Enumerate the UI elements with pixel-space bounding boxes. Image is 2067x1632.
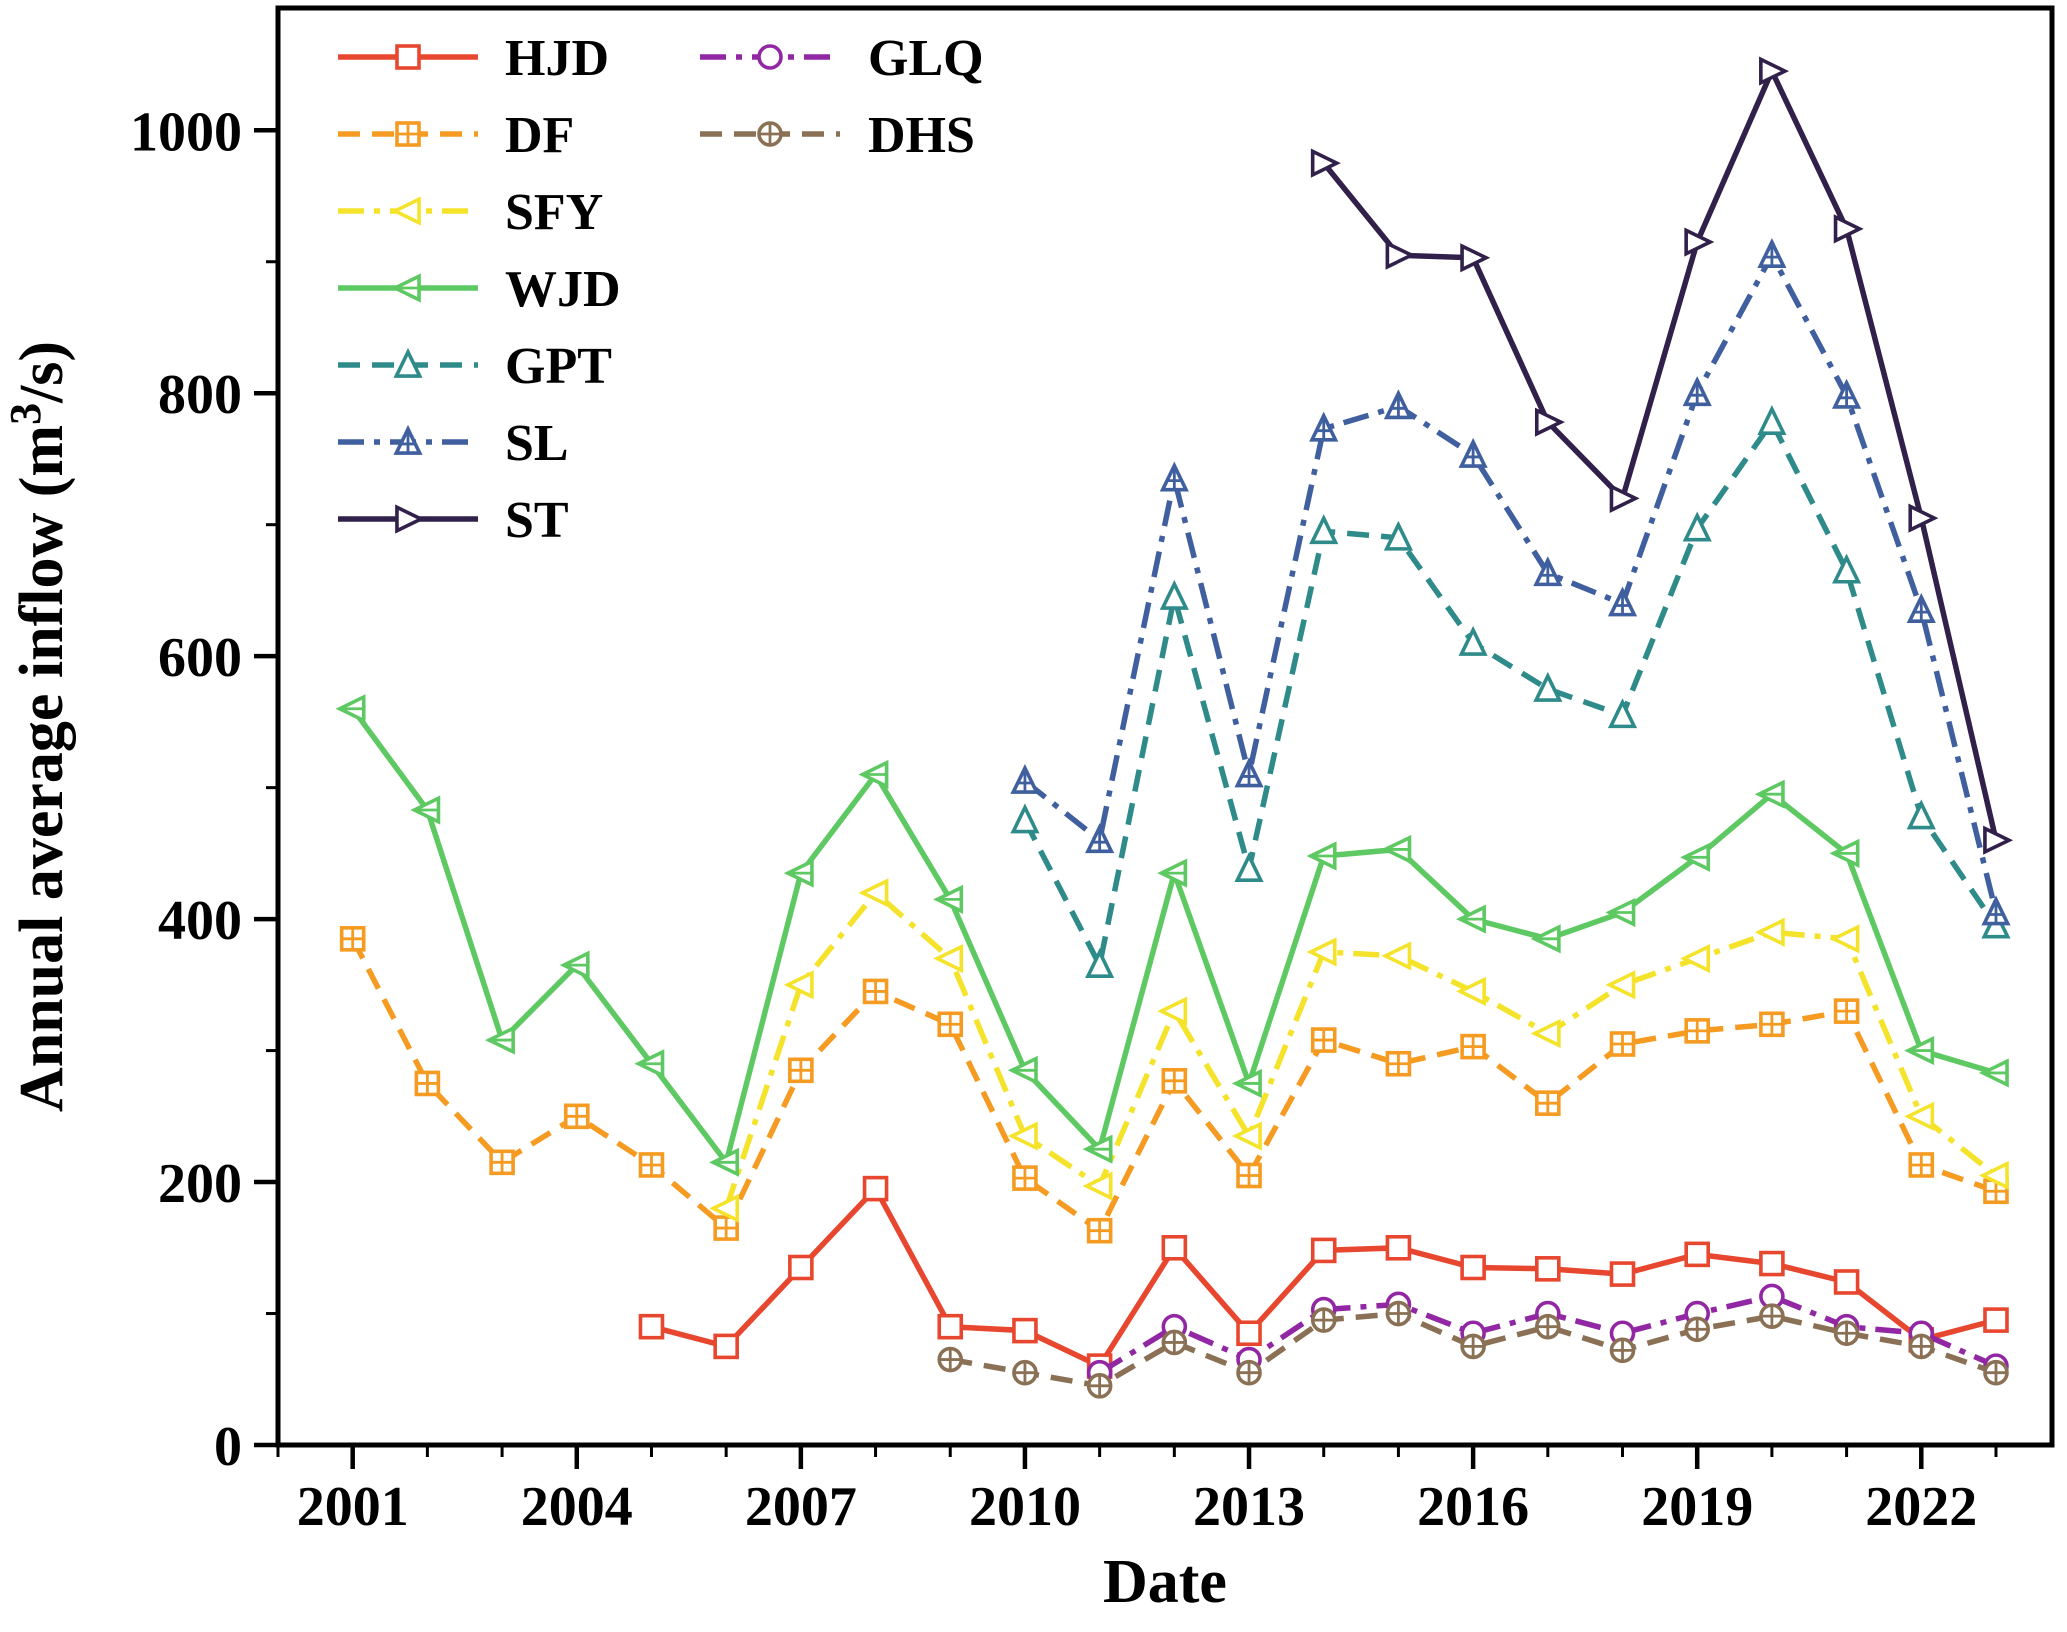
- y-tick-label: 800: [158, 364, 242, 426]
- legend-item-gpt: GPT: [338, 338, 612, 395]
- legend-item-df: DF: [338, 107, 574, 164]
- legend-item-wjd: WJD: [338, 261, 621, 318]
- series-line: [1321, 68, 1999, 841]
- series-line: [949, 1310, 1997, 1389]
- series-line: [1023, 252, 1999, 914]
- series-df: [339, 926, 2009, 1244]
- series-dhs: [937, 1300, 2009, 1399]
- legend-label: GLQ: [868, 30, 984, 87]
- legend-item-hjd: HJD: [338, 30, 609, 87]
- x-axis-title: Date: [1103, 1548, 1227, 1616]
- x-tick-label: 2010: [969, 1476, 1081, 1538]
- legend-label: ST: [505, 492, 569, 549]
- legend-label: HJD: [505, 30, 609, 87]
- plot-frame: [275, 5, 2055, 1448]
- x-tick-label: 2022: [1865, 1476, 1977, 1538]
- y-axis-title: Annual average inflow (m3/s): [1, 341, 76, 1112]
- y-tick-label: 200: [158, 1153, 242, 1215]
- legend-item-glq: GLQ: [700, 30, 984, 87]
- y-tick-label: 1000: [130, 101, 242, 163]
- series-gpt: [1010, 405, 2011, 978]
- legend-item-dhs: DHS: [700, 107, 975, 164]
- series-line: [1022, 419, 1999, 968]
- legend-label: WJD: [505, 261, 621, 318]
- x-tick-label: 2007: [745, 1476, 857, 1538]
- series-st: [1310, 56, 2014, 855]
- legend-label: SFY: [505, 184, 603, 241]
- legend-item-sfy: SFY: [338, 184, 603, 241]
- x-tick-label: 2019: [1641, 1476, 1753, 1538]
- series-sl: [1010, 238, 2011, 926]
- x-tick-label: 2001: [297, 1476, 409, 1538]
- legend-label: DHS: [868, 107, 975, 164]
- x-tick-label: 2004: [521, 1476, 633, 1538]
- y-tick-label: 400: [158, 890, 242, 952]
- legend-item-st: ST: [338, 492, 569, 549]
- y-tick-label: 600: [158, 627, 242, 689]
- legend-label: GPT: [505, 338, 612, 395]
- x-tick-label: 2013: [1193, 1476, 1305, 1538]
- series-wjd: [335, 694, 2009, 1177]
- legend-label: DF: [505, 107, 574, 164]
- legend-label: SL: [505, 415, 569, 472]
- legend: HJD DF SFY WJD GPT SL ST GLQ DHS: [338, 30, 984, 549]
- series-sfy: [709, 878, 2009, 1223]
- x-tick-label: 2016: [1417, 1476, 1529, 1538]
- legend-item-sl: SL: [338, 415, 569, 472]
- y-tick-label: 0: [214, 1416, 242, 1478]
